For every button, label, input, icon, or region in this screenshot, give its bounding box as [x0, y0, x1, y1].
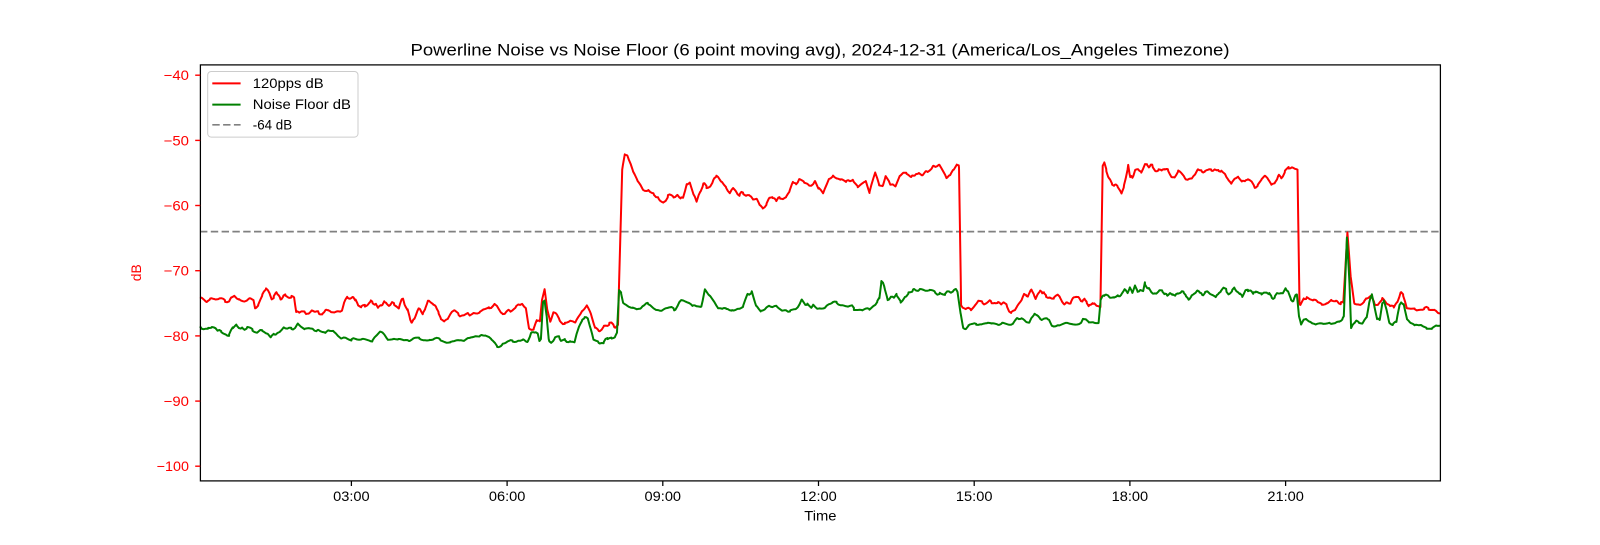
- svg-text:120pps dB: 120pps dB: [253, 75, 324, 91]
- svg-text:−100: −100: [157, 458, 190, 474]
- svg-text:−40: −40: [164, 67, 190, 83]
- svg-text:−50: −50: [164, 132, 190, 148]
- svg-text:-64 dB: -64 dB: [253, 116, 292, 132]
- svg-text:03:00: 03:00: [333, 488, 370, 504]
- svg-text:12:00: 12:00: [800, 488, 837, 504]
- svg-text:−60: −60: [164, 198, 190, 214]
- svg-text:21:00: 21:00: [1267, 488, 1304, 504]
- svg-text:−70: −70: [164, 263, 190, 279]
- svg-text:18:00: 18:00: [1112, 488, 1149, 504]
- svg-text:Noise Floor dB: Noise Floor dB: [253, 96, 351, 112]
- svg-text:15:00: 15:00: [956, 488, 993, 504]
- svg-text:06:00: 06:00: [489, 488, 526, 504]
- svg-text:−80: −80: [164, 328, 190, 344]
- svg-text:Powerline Noise vs Noise Floor: Powerline Noise vs Noise Floor (6 point …: [411, 40, 1230, 59]
- svg-text:dB: dB: [128, 264, 144, 281]
- svg-text:Time: Time: [804, 507, 836, 523]
- svg-text:09:00: 09:00: [645, 488, 682, 504]
- svg-text:−90: −90: [164, 393, 190, 409]
